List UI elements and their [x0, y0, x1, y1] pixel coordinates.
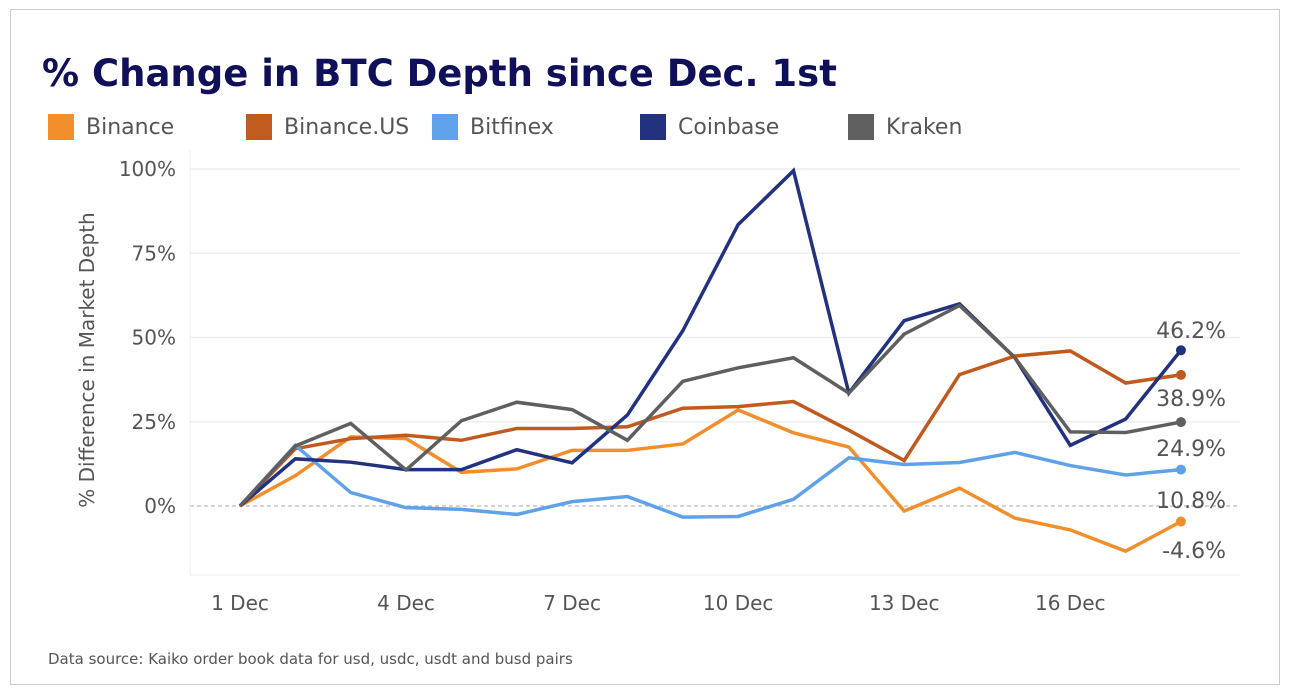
data-source-note: Data source: Kaiko order book data for u… [48, 650, 573, 668]
y-tick-label: 0% [144, 494, 176, 518]
y-tick-label: 25% [132, 410, 176, 434]
legend-label: Bitfinex [470, 114, 554, 140]
legend-item-coinbase[interactable]: Coinbase [640, 114, 779, 140]
legend-swatch [432, 114, 458, 140]
series-line-bitfinex [238, 442, 1182, 519]
y-axis-label: % Difference in Market Depth [75, 212, 99, 507]
legend-item-binance-us[interactable]: Binance.US [246, 114, 409, 140]
x-tick-label: 10 Dec [703, 591, 774, 615]
legend-label: Binance [86, 114, 175, 140]
legend-item-kraken[interactable]: Kraken [848, 114, 962, 140]
end-point-binance-us [1175, 369, 1186, 380]
y-tick-label: 100% [119, 157, 176, 181]
end-point-kraken [1175, 417, 1186, 428]
y-tick-label: 75% [132, 241, 176, 265]
legend-item-bitfinex[interactable]: Bitfinex [432, 114, 554, 140]
x-tick-label: 13 Dec [869, 591, 940, 615]
end-label-binance-us: 38.9% [1156, 387, 1226, 412]
legend-swatch [640, 114, 666, 140]
end-label-coinbase: 46.2% [1156, 319, 1226, 344]
legend-label: Kraken [886, 114, 963, 140]
end-point-bitfinex [1175, 464, 1186, 475]
end-label-bitfinex: 10.8% [1156, 489, 1226, 514]
x-tick-label: 16 Dec [1035, 591, 1106, 615]
end-point-binance [1175, 516, 1186, 527]
series-line-binance-us [238, 349, 1182, 508]
legend-item-binance[interactable]: Binance [48, 114, 174, 140]
legend-label: Binance.US [284, 114, 410, 140]
legend-swatch [48, 114, 74, 140]
legend-swatch [246, 114, 272, 140]
series-line-binance [239, 407, 1182, 554]
end-label-kraken: 24.9% [1156, 437, 1226, 462]
legend-label: Coinbase [678, 114, 780, 140]
x-tick-label: 1 Dec [211, 591, 269, 615]
x-tick-label: 4 Dec [377, 591, 435, 615]
legend-swatch [848, 114, 874, 140]
y-tick-label: 50% [132, 326, 176, 350]
chart-title: % Change in BTC Depth since Dec. 1st [42, 52, 837, 95]
series-line-kraken [238, 303, 1182, 508]
series-line-coinbase [238, 167, 1183, 508]
end-point-coinbase [1175, 345, 1186, 356]
x-tick-label: 7 Dec [543, 591, 601, 615]
end-label-binance: -4.6% [1162, 539, 1226, 564]
